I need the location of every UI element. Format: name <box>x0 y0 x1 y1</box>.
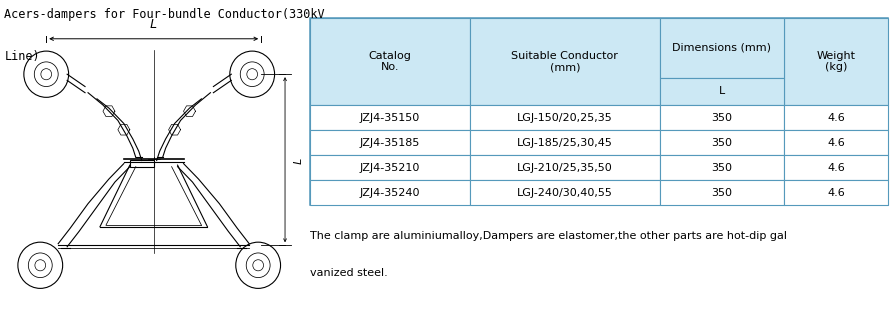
Text: JZJ4-35185: JZJ4-35185 <box>360 138 421 148</box>
Text: JZJ4-35240: JZJ4-35240 <box>360 188 421 198</box>
Text: Catalog
No.: Catalog No. <box>369 50 412 72</box>
Text: Acers-dampers for Four-bundle Conductor(330kV: Acers-dampers for Four-bundle Conductor(… <box>4 8 325 21</box>
Text: LGJ-150/20,25,35: LGJ-150/20,25,35 <box>517 113 613 123</box>
Text: LGJ-185/25,30,45: LGJ-185/25,30,45 <box>517 138 613 148</box>
Text: 350: 350 <box>711 163 732 173</box>
Text: The clamp are aluminiumalloy,Dampers are elastomer,the other parts are hot-dip g: The clamp are aluminiumalloy,Dampers are… <box>310 231 787 241</box>
Text: Line): Line) <box>4 50 40 63</box>
Text: 350: 350 <box>711 188 732 198</box>
Text: LGJ-240/30,40,55: LGJ-240/30,40,55 <box>517 188 613 198</box>
Text: L: L <box>294 157 304 164</box>
Text: LGJ-210/25,35,50: LGJ-210/25,35,50 <box>517 163 613 173</box>
Text: 4.6: 4.6 <box>828 188 845 198</box>
Text: vanized steel.: vanized steel. <box>310 268 388 278</box>
Text: 4.6: 4.6 <box>828 138 845 148</box>
Text: 350: 350 <box>711 138 732 148</box>
Text: Suitable Conductor
(mm): Suitable Conductor (mm) <box>511 50 618 72</box>
Text: JZJ4-35210: JZJ4-35210 <box>360 163 421 173</box>
Text: 4.6: 4.6 <box>828 163 845 173</box>
Text: 350: 350 <box>711 113 732 123</box>
Text: Dimensions (mm): Dimensions (mm) <box>673 43 772 53</box>
Text: L: L <box>150 18 158 31</box>
Text: 4.6: 4.6 <box>828 113 845 123</box>
Text: JZJ4-35150: JZJ4-35150 <box>360 113 421 123</box>
Text: Weight
(kg): Weight (kg) <box>817 50 855 72</box>
Text: L: L <box>719 86 725 96</box>
